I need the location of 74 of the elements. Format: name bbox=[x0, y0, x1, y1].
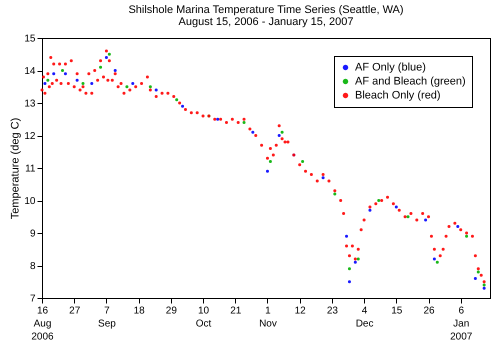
y-tick-label: 8 bbox=[30, 261, 36, 272]
y-tick-label: 10 bbox=[24, 196, 36, 207]
x-tick-label: 1 Nov bbox=[259, 306, 277, 330]
point bbox=[90, 82, 94, 85]
x-tick-label: 27 bbox=[69, 306, 81, 316]
point bbox=[154, 88, 158, 92]
point bbox=[432, 258, 436, 260]
point bbox=[268, 160, 272, 163]
chart-title: Shilshole Marina Temperature Time Series (Seattle, WA) bbox=[128, 4, 404, 16]
x-tick-label: 7 Sep bbox=[98, 306, 116, 330]
point bbox=[406, 215, 410, 218]
point bbox=[108, 52, 111, 56]
point bbox=[266, 170, 269, 173]
point bbox=[345, 234, 348, 238]
point bbox=[368, 208, 372, 212]
point bbox=[482, 284, 486, 286]
point bbox=[278, 134, 281, 137]
legend-label: Bleach Only (red) bbox=[355, 90, 441, 102]
point bbox=[394, 206, 398, 208]
x-tick-label: 4 Dec bbox=[356, 306, 374, 330]
y-tick-label: 15 bbox=[24, 34, 36, 44]
point bbox=[456, 225, 460, 228]
point bbox=[436, 260, 439, 264]
point bbox=[81, 82, 84, 85]
point bbox=[377, 199, 380, 202]
legend-label: AF Only (blue) bbox=[355, 62, 426, 74]
point bbox=[301, 160, 304, 163]
y-tick-label: 14 bbox=[24, 66, 36, 77]
point bbox=[60, 69, 64, 72]
point bbox=[125, 85, 128, 88]
point bbox=[251, 130, 254, 134]
point bbox=[114, 69, 117, 72]
x-tick-label: 12 bbox=[294, 306, 306, 316]
chart-subtitle: August 15, 2006 - January 15, 2007 bbox=[178, 16, 354, 28]
point bbox=[424, 218, 428, 222]
x-tick-label: 16 Aug 2006 bbox=[31, 306, 54, 342]
y-tick-label: 7 bbox=[30, 294, 36, 304]
point bbox=[280, 130, 284, 134]
x-tick-label: 29 bbox=[166, 306, 178, 316]
point bbox=[99, 66, 102, 69]
legend-label: AF and Bleach (green) bbox=[355, 76, 466, 88]
point bbox=[64, 72, 67, 76]
point bbox=[175, 98, 178, 102]
y-tick-label: 13 bbox=[24, 98, 36, 110]
point bbox=[474, 277, 477, 280]
point bbox=[482, 286, 486, 290]
point bbox=[476, 270, 480, 274]
y-axis-title: Temperature (deg C) bbox=[9, 118, 22, 220]
point bbox=[242, 121, 246, 124]
y-tick-label: 9 bbox=[30, 228, 36, 240]
point bbox=[43, 82, 46, 85]
x-tick-label: 21 bbox=[230, 306, 242, 316]
point bbox=[348, 267, 351, 270]
point bbox=[181, 104, 184, 108]
point bbox=[356, 258, 360, 260]
point bbox=[46, 78, 50, 82]
y-tick-label: 11 bbox=[25, 164, 36, 174]
point bbox=[76, 78, 79, 82]
x-tick-label: 26 bbox=[423, 306, 436, 316]
point bbox=[465, 234, 468, 238]
x-tick-label: 23 bbox=[326, 306, 338, 316]
point bbox=[104, 56, 108, 59]
point bbox=[333, 192, 336, 196]
point bbox=[322, 176, 325, 180]
point bbox=[354, 260, 357, 264]
x-tick-label: 18 bbox=[134, 306, 146, 316]
point bbox=[131, 82, 134, 85]
point bbox=[52, 72, 56, 76]
point bbox=[148, 85, 152, 88]
x-tick-label: 6 Jan 2007 bbox=[450, 306, 473, 342]
y-tick-label: 12 bbox=[24, 131, 36, 142]
point bbox=[348, 280, 351, 284]
x-tick-label: 10 Oct bbox=[196, 306, 212, 330]
x-tick-label: 15 bbox=[391, 306, 403, 316]
